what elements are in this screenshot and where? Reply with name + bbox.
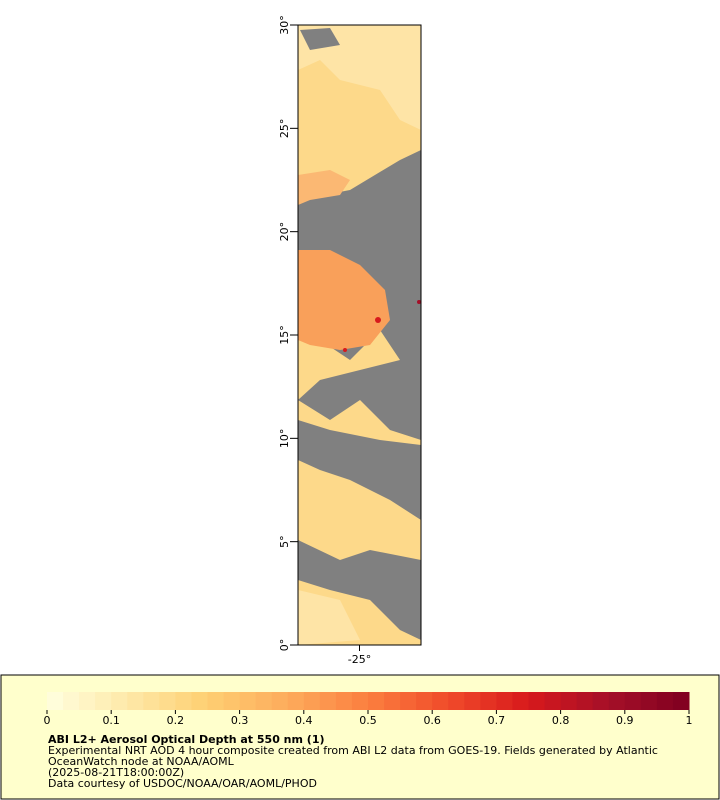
caption-line: (2025-08-21T18:00:00Z): [48, 766, 184, 779]
colorbar-tick-label: 0.7: [488, 714, 506, 727]
colorbar-step: [223, 692, 241, 710]
map: [297, 24, 422, 646]
colorbar-step: [63, 692, 80, 710]
colorbar-step: [368, 692, 385, 710]
colorbar-step: [624, 692, 642, 710]
colorbar-step: [239, 692, 257, 710]
colorbar-step: [480, 692, 497, 710]
aod-low: [298, 25, 421, 130]
lat-tick-label: 5°: [278, 535, 291, 548]
colorbar-step: [544, 692, 562, 710]
lat-tick-label: 0°: [278, 639, 291, 652]
colorbar-step: [512, 692, 529, 710]
lon-tick-label: -25°: [348, 653, 371, 666]
lat-tick-label: 10°: [278, 429, 291, 449]
colorbar-step: [255, 692, 273, 710]
colorbar-tick-label: 0.3: [231, 714, 249, 727]
lat-tick-label: 15°: [278, 325, 291, 345]
colorbar-step: [335, 692, 353, 710]
colorbar-step: [319, 692, 337, 710]
colorbar-step: [528, 692, 546, 710]
colorbar-step: [111, 692, 128, 710]
colorbar-tick-label: 0.4: [295, 714, 313, 727]
colorbar-step: [287, 692, 305, 710]
colorbar-step: [79, 692, 96, 710]
colorbar-step: [416, 692, 433, 710]
aod-high: [298, 250, 390, 350]
colorbar-step: [608, 692, 626, 710]
colorbar-step: [448, 692, 465, 710]
colorbar-tick-label: 0.6: [423, 714, 441, 727]
lat-tick-label: 30°: [278, 15, 291, 35]
aod-low: [298, 590, 360, 645]
colorbar: 0 0.1 0.2 0.3 0.4 0.5 0.6 0.7 0.8 0.9 1: [44, 692, 693, 727]
colorbar-step: [159, 692, 176, 710]
colorbar-step: [640, 692, 658, 710]
aod-peak: [417, 300, 421, 304]
colorbar-tick-label: 0.9: [616, 714, 634, 727]
colorbar-tick-label: 0.8: [552, 714, 570, 727]
colorbar-step: [656, 692, 674, 710]
colorbar-step: [47, 692, 64, 710]
colorbar-step: [400, 692, 417, 710]
colorbar-step: [576, 692, 594, 710]
colorbar-step: [191, 692, 208, 710]
colorbar-step: [384, 692, 401, 710]
lat-tick-label: 20°: [278, 222, 291, 242]
colorbar-step: [496, 692, 513, 710]
colorbar-step: [143, 692, 160, 710]
caption-line: Data courtesy of USDOC/NOAA/OAR/AOML/PHO…: [48, 777, 317, 790]
caption-line: OceanWatch node at NOAA/AOML: [48, 755, 235, 768]
colorbar-step: [464, 692, 481, 710]
aod-mid: [298, 170, 350, 205]
colorbar-tick-label: 0: [44, 714, 51, 727]
aod-peak: [343, 348, 347, 352]
colorbar-step: [592, 692, 610, 710]
colorbar-step: [95, 692, 112, 710]
colorbar-step: [207, 692, 225, 710]
colorbar-step: [560, 692, 578, 710]
colorbar-step: [303, 692, 321, 710]
colorbar-step: [175, 692, 192, 710]
map-axes: 0° 5° 10° 15° 20° 25° 30° -25°: [278, 15, 371, 666]
aod-peak: [375, 317, 381, 323]
colorbar-step: [127, 692, 144, 710]
no-data: [298, 420, 421, 520]
colorbar-step: [672, 692, 690, 710]
colorbar-tick-label: 0.5: [359, 714, 377, 727]
colorbar-tick-label: 1: [686, 714, 693, 727]
lat-tick-label: 25°: [278, 119, 291, 139]
no-data: [300, 28, 340, 50]
colorbar-step: [432, 692, 449, 710]
colorbar-step: [351, 692, 369, 710]
caption-line: Experimental NRT AOD 4 hour composite cr…: [48, 744, 658, 757]
no-data: [298, 540, 421, 640]
colorbar-tick-label: 0.2: [167, 714, 185, 727]
colorbar-tick-label: 0.1: [102, 714, 120, 727]
colorbar-step: [271, 692, 289, 710]
caption-title: ABI L2+ Aerosol Optical Depth at 550 nm …: [48, 733, 325, 746]
